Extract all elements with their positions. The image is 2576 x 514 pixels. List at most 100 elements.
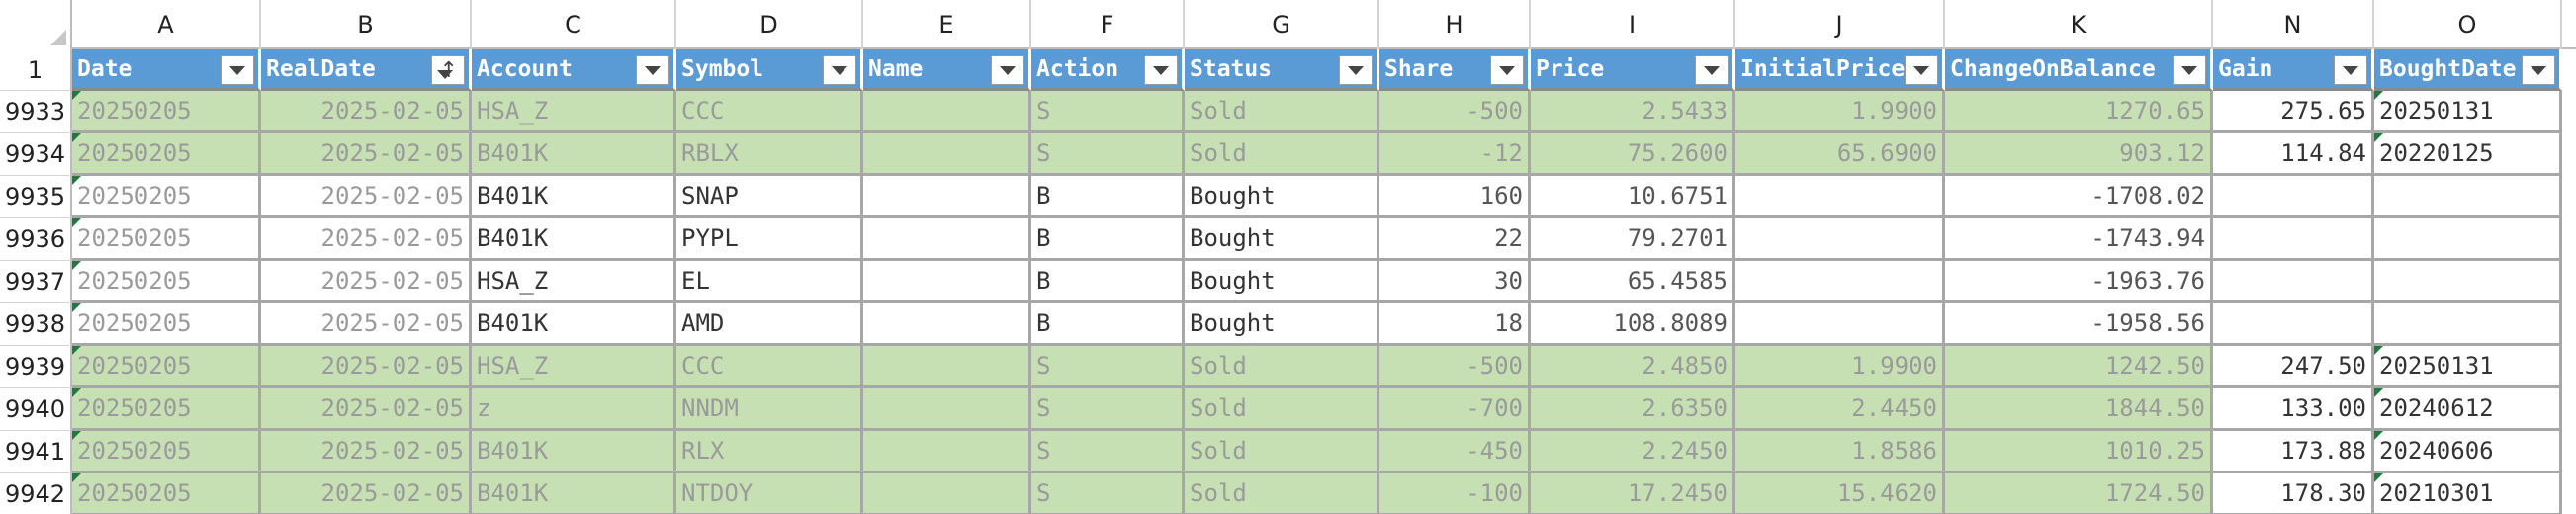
cell-bought[interactable]: 20240612 — [2374, 388, 2562, 431]
cell-symbol[interactable]: EL — [676, 261, 863, 303]
cell-realdate[interactable]: 2025-02-05 — [261, 218, 472, 261]
cell-action[interactable]: B — [1031, 176, 1185, 218]
cell-action[interactable]: B — [1031, 218, 1185, 261]
cell-realdate[interactable]: 2025-02-05 — [261, 176, 472, 218]
cell-price[interactable]: 17.2450 — [1531, 473, 1735, 514]
cell-price[interactable]: 65.4585 — [1531, 261, 1735, 303]
cell-date[interactable]: 20250205 — [72, 91, 261, 133]
filter-dropdown-icon[interactable] — [2522, 55, 2555, 85]
cell-account[interactable]: B401K — [472, 431, 676, 473]
cell-gain[interactable]: 133.00 — [2213, 388, 2374, 431]
cell-bought[interactable]: 20250131 — [2374, 346, 2562, 388]
cell-gain[interactable] — [2213, 218, 2374, 261]
cell-name[interactable] — [863, 91, 1031, 133]
cell-initial[interactable]: 65.6900 — [1735, 133, 1945, 176]
filter-sort-dropdown-icon[interactable]: ↑ — [431, 55, 465, 85]
column-letter-o[interactable]: O — [2374, 0, 2562, 49]
cell-date[interactable]: 20250205 — [72, 431, 261, 473]
row-header[interactable]: 9941 — [0, 431, 72, 473]
cell-status[interactable]: Sold — [1185, 133, 1379, 176]
cell-share[interactable]: 160 — [1379, 176, 1531, 218]
cell-symbol[interactable]: RLX — [676, 431, 863, 473]
cell-name[interactable] — [863, 303, 1031, 346]
column-letter-b[interactable]: B — [261, 0, 472, 49]
cell-name[interactable] — [863, 261, 1031, 303]
filter-dropdown-icon[interactable] — [991, 55, 1024, 85]
cell-action[interactable]: S — [1031, 388, 1185, 431]
filter-dropdown-icon[interactable] — [1339, 55, 1373, 85]
cell-action[interactable]: B — [1031, 303, 1185, 346]
cell-bought[interactable]: 20250131 — [2374, 91, 2562, 133]
cell-action[interactable]: S — [1031, 133, 1185, 176]
cell-bought[interactable] — [2374, 261, 2562, 303]
row-header[interactable]: 9940 — [0, 388, 72, 431]
cell-realdate[interactable]: 2025-02-05 — [261, 261, 472, 303]
cell-account[interactable]: HSA_Z — [472, 91, 676, 133]
cell-name[interactable] — [863, 388, 1031, 431]
cell-initial[interactable]: 2.4450 — [1735, 388, 1945, 431]
column-letter-a[interactable]: A — [72, 0, 261, 49]
cell-symbol[interactable]: NNDM — [676, 388, 863, 431]
cell-share[interactable]: -500 — [1379, 91, 1531, 133]
header-account[interactable]: Account — [472, 49, 676, 91]
cell-change[interactable]: 1844.50 — [1945, 388, 2213, 431]
cell-status[interactable]: Sold — [1185, 473, 1379, 514]
cell-status[interactable]: Sold — [1185, 388, 1379, 431]
row-header[interactable]: 9939 — [0, 346, 72, 388]
cell-gain[interactable] — [2213, 261, 2374, 303]
column-letter-g[interactable]: G — [1185, 0, 1379, 49]
cell-share[interactable]: -450 — [1379, 431, 1531, 473]
cell-name[interactable] — [863, 176, 1031, 218]
cell-date[interactable]: 20250205 — [72, 346, 261, 388]
row-header[interactable]: 9938 — [0, 303, 72, 346]
cell-gain[interactable]: 178.30 — [2213, 473, 2374, 514]
cell-status[interactable]: Sold — [1185, 431, 1379, 473]
select-all-corner[interactable] — [0, 0, 72, 49]
cell-gain[interactable]: 114.84 — [2213, 133, 2374, 176]
cell-initial[interactable]: 1.9900 — [1735, 91, 1945, 133]
cell-account[interactable]: B401K — [472, 473, 676, 514]
row-header[interactable]: 9937 — [0, 261, 72, 303]
cell-date[interactable]: 20250205 — [72, 218, 261, 261]
cell-symbol[interactable]: PYPL — [676, 218, 863, 261]
header-status[interactable]: Status — [1185, 49, 1379, 91]
row-header[interactable]: 9933 — [0, 91, 72, 133]
cell-gain[interactable]: 173.88 — [2213, 431, 2374, 473]
cell-action[interactable]: B — [1031, 261, 1185, 303]
cell-price[interactable]: 108.8089 — [1531, 303, 1735, 346]
cell-change[interactable]: -1958.56 — [1945, 303, 2213, 346]
cell-date[interactable]: 20250205 — [72, 133, 261, 176]
cell-price[interactable]: 2.4850 — [1531, 346, 1735, 388]
cell-share[interactable]: 22 — [1379, 218, 1531, 261]
filter-dropdown-icon[interactable] — [1144, 55, 1178, 85]
cell-price[interactable]: 75.2600 — [1531, 133, 1735, 176]
cell-action[interactable]: S — [1031, 91, 1185, 133]
column-letter-j[interactable]: J — [1735, 0, 1945, 49]
header-initialprice[interactable]: InitialPrice — [1735, 49, 1945, 91]
cell-status[interactable]: Bought — [1185, 303, 1379, 346]
cell-realdate[interactable]: 2025-02-05 — [261, 473, 472, 514]
header-action[interactable]: Action — [1031, 49, 1185, 91]
cell-share[interactable]: -12 — [1379, 133, 1531, 176]
cell-bought[interactable] — [2374, 218, 2562, 261]
cell-bought[interactable]: 20220125 — [2374, 133, 2562, 176]
cell-initial[interactable] — [1735, 303, 1945, 346]
cell-date[interactable]: 20250205 — [72, 261, 261, 303]
cell-change[interactable]: -1708.02 — [1945, 176, 2213, 218]
header-symbol[interactable]: Symbol — [676, 49, 863, 91]
cell-change[interactable]: 1724.50 — [1945, 473, 2213, 514]
cell-change[interactable]: 903.12 — [1945, 133, 2213, 176]
cell-status[interactable]: Bought — [1185, 261, 1379, 303]
cell-action[interactable]: S — [1031, 431, 1185, 473]
cell-realdate[interactable]: 2025-02-05 — [261, 303, 472, 346]
cell-change[interactable]: 1010.25 — [1945, 431, 2213, 473]
column-letter-e[interactable]: E — [863, 0, 1031, 49]
cell-initial[interactable] — [1735, 176, 1945, 218]
cell-symbol[interactable]: CCC — [676, 346, 863, 388]
row-header[interactable]: 9942 — [0, 473, 72, 514]
header-changeonbalance[interactable]: ChangeOnBalance — [1945, 49, 2213, 91]
row-header[interactable]: 9935 — [0, 176, 72, 218]
cell-account[interactable]: B401K — [472, 218, 676, 261]
cell-name[interactable] — [863, 431, 1031, 473]
cell-change[interactable]: 1270.65 — [1945, 91, 2213, 133]
